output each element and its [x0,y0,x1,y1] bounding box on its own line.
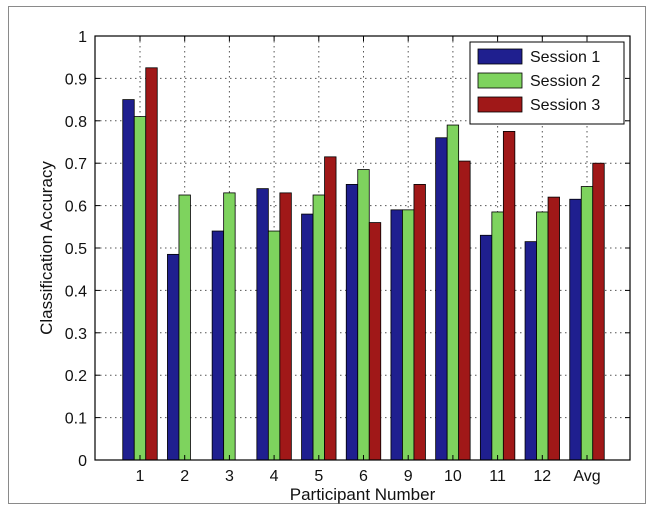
bar-session-1 [301,213,314,461]
bar-session-2 [580,186,594,461]
legend-label: Session 1 [530,49,600,66]
y-tick-label: 0.1 [65,411,87,428]
bar-session-2 [446,124,460,461]
legend-swatch [477,48,523,65]
y-tick-label: 0.3 [65,326,87,343]
bar-session-2 [402,209,415,461]
bar-session-1 [167,253,180,461]
legend: Session 1 Session 2 Session 3 [469,41,625,125]
bar-session-1 [256,188,269,461]
bar-session-3 [324,156,337,461]
x-tick-label: 10 [444,468,462,485]
bar-session-3 [413,183,426,461]
x-axis-title: Participant Number [290,485,436,504]
bar-session-3 [458,160,471,461]
bar-session-2 [491,211,504,461]
x-tick-label: 6 [359,468,368,485]
y-tick-label: 0.2 [65,368,87,385]
x-tick-label: 3 [225,468,234,485]
bar-session-3 [145,67,158,461]
legend-swatch [477,72,523,89]
x-tick-label: Avg [573,468,600,485]
bar-session-2 [536,211,549,461]
bar-session-1 [435,137,448,461]
bar-session-3 [547,196,560,461]
x-tick-label: 12 [533,468,551,485]
bar-session-1 [524,241,537,461]
bar-session-2 [178,194,191,461]
bar-session-2 [312,194,325,461]
y-tick-label: 0.5 [65,241,87,258]
bar-session-1 [122,99,135,461]
bar-session-2 [223,192,236,461]
x-tick-label: 9 [404,468,413,485]
bar-session-3 [279,192,292,461]
y-tick-label: 0.9 [65,71,87,88]
x-tick-label: 2 [180,468,189,485]
bar-session-1 [345,183,359,461]
legend-swatch [477,96,523,113]
y-tick-label: 0.7 [65,156,87,173]
x-tick-label: 4 [270,468,279,485]
bar-session-1 [479,234,493,461]
bar-session-1 [569,198,582,461]
bar-session-3 [368,222,382,461]
bar-session-2 [357,169,370,461]
y-tick-label: 0.6 [65,199,87,216]
y-tick-label: 1 [78,29,87,46]
legend-label: Session 3 [530,97,600,114]
y-tick-label: 0.8 [65,114,87,131]
bar-session-2 [133,116,147,461]
x-tick-label: 5 [314,468,323,485]
bar-session-3 [592,162,605,461]
y-tick-label: 0.4 [65,283,87,300]
x-tick-label: 11 [489,468,506,485]
bar-session-3 [502,130,516,461]
x-tick-label: 1 [136,468,145,485]
y-axis-title: Classification Accuracy [37,161,56,335]
bar-session-1 [390,209,403,461]
y-tick-label: 0 [78,453,87,470]
legend-label: Session 2 [530,73,600,90]
figure-frame [8,6,646,504]
ticks-layer: 00.10.20.30.40.50.60.70.80.911 2 3 4 5 6 9 10 11… [65,29,630,485]
bar-session-1 [211,230,225,461]
bar-session-2 [267,230,281,461]
